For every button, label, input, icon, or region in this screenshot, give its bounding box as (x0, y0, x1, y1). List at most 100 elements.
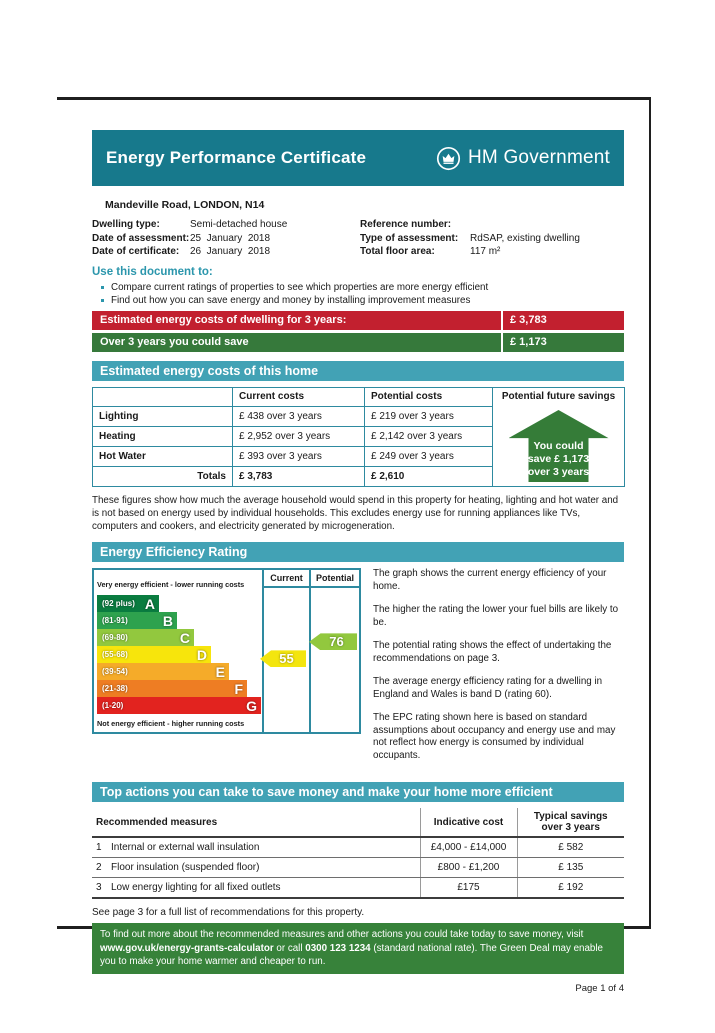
totals-potential: £ 2,610 (364, 465, 493, 488)
notice-text: or call (273, 942, 306, 954)
banner-value: £ 3,783 (510, 314, 547, 326)
table-row: 2 Floor insulation (suspended floor) £800… (92, 857, 624, 879)
column-header-current: Current (264, 570, 309, 589)
banner-label: Estimated energy costs of dwelling for 3… (92, 310, 503, 330)
green-deal-notice: To find out more about the recommended m… (92, 923, 624, 974)
detail-label: Date of assessment: (92, 232, 190, 244)
paragraph: The higher the rating the lower your fue… (373, 604, 619, 628)
row-label: Heating (92, 425, 233, 447)
column-header-measures: Recommended measures (92, 808, 420, 839)
recommended-measures-table: Recommended measures Indicative cost Typ… (92, 808, 624, 900)
notice-text: (standard national rate). The Green Deal… (100, 942, 603, 968)
band-range: (55-68) (102, 650, 128, 660)
measure-name: Floor insulation (suspended floor) (111, 862, 260, 874)
savings-cell: £ 192 (516, 877, 624, 900)
paragraph: The EPC rating shown here is based on st… (373, 712, 616, 761)
detail-value: 25 January 2018 (190, 232, 271, 244)
epc-band-d: (55-68) D (97, 646, 211, 664)
detail-label: Reference number: (360, 219, 452, 230)
property-details: Dwelling type: Semi-detached house Refer… (92, 218, 624, 259)
detail-value: RdSAP, existing dwelling (470, 232, 580, 244)
cell-potential: £ 249 over 3 years (364, 445, 493, 467)
column-header-potential: Potential (311, 570, 359, 589)
potential-rating-column: Potential (309, 570, 359, 733)
detail-value: 117 m² (470, 246, 501, 257)
bullet-icon (101, 285, 104, 289)
column-header-cost: Indicative cost (419, 808, 517, 839)
column-header-blank (92, 386, 233, 407)
rating-explanation: The graph shows the current energy effic… (361, 568, 624, 773)
band-range: (1-20) (102, 701, 124, 711)
scale-bottom-label: Not energy efficient - higher running co… (97, 719, 245, 729)
table-row: 3 Low energy lighting for all fixed outle… (92, 877, 624, 900)
band-letter: D (196, 646, 207, 663)
table-row: Lighting £ 438 over 3 years £ 219 over 3… (92, 405, 625, 487)
banner-label: Over 3 years you could save (92, 332, 503, 352)
row-label: Lighting (92, 405, 233, 427)
notice-text: To find out more about the recommended m… (100, 929, 584, 941)
cell-current: £ 393 over 3 years (232, 445, 365, 467)
totals-current: £ 3,783 (232, 465, 365, 488)
savings-cell: £ 135 (516, 857, 624, 879)
list-item: Compare current ratings of properties to… (101, 282, 624, 295)
measure-number: 2 (96, 862, 102, 874)
savings-cell: £ 582 (516, 837, 624, 859)
cost-cell: £4,000 - £14,000 (419, 837, 517, 859)
band-range: (69-80) (102, 633, 128, 643)
measure-cell: 1 Internal or external wall insulation (92, 837, 420, 859)
measure-name: Low energy lighting for all fixed outlet… (111, 882, 281, 894)
paragraph: The graph shows the current energy effic… (373, 568, 607, 592)
potential-savings-banner: Over 3 years you could save £ 1,173 (92, 332, 624, 352)
epc-band-c: (69-80) C (97, 629, 194, 647)
cell-current: £ 2,952 over 3 years (232, 425, 365, 447)
costs-disclaimer: These figures show how much the average … (92, 495, 619, 532)
table-header-row: Recommended measures Indicative cost Typ… (92, 808, 624, 839)
page-title: Energy Performance Certificate (106, 148, 367, 167)
energy-costs-table: Current costs Potential costs Potential … (92, 386, 625, 488)
totals-label: Totals (92, 465, 233, 488)
band-letter: F (234, 680, 243, 697)
potential-rating-value: 76 (329, 634, 344, 650)
column-header-potential: Potential costs (364, 386, 493, 407)
band-letter: C (179, 629, 190, 646)
detail-label: Dwelling type: (92, 219, 160, 230)
measure-name: Internal or external wall insulation (111, 842, 260, 854)
banner-value: £ 1,173 (510, 336, 547, 348)
savings-line: over 3 years (527, 466, 590, 478)
scale-top-label: Very energy efficient - lower running co… (97, 580, 245, 590)
detail-label: Date of certificate: (92, 246, 180, 257)
property-address: Mandeville Road, LONDON, N14 (105, 199, 265, 211)
paragraph: The potential rating shows the effect of… (373, 640, 612, 664)
measure-number: 3 (96, 882, 102, 894)
hm-government-logo: HM Government (436, 146, 610, 171)
detail-value (470, 218, 624, 232)
bullet-text: Find out how you can save energy and mon… (111, 295, 471, 306)
savings-line: save £ 1,173 (527, 453, 590, 465)
band-letter: E (215, 663, 225, 680)
section-heading-energy-costs: Estimated energy costs of this home (92, 360, 624, 381)
measure-cell: 3 Low energy lighting for all fixed outle… (92, 877, 420, 900)
bullet-text: Compare current ratings of properties to… (111, 281, 489, 293)
detail-value: 26 January 2018 (190, 246, 271, 257)
efficiency-rating-area: Very energy efficient - lower running co… (92, 568, 624, 773)
current-rating-value: 55 (279, 651, 294, 667)
page-number: Page 1 of 4 (575, 982, 624, 994)
notice-url: www.gov.uk/energy-grants-calculator (100, 942, 274, 954)
section-heading-efficiency-rating: Energy Efficiency Rating (92, 542, 624, 563)
crown-icon (436, 146, 461, 171)
potential-rating-arrow: 76 (309, 633, 357, 651)
epc-band-f: (21-38) F (97, 680, 247, 698)
band-letter: G (246, 697, 257, 714)
epc-band-g: (1-20) G (97, 697, 261, 715)
estimated-costs-banner: Estimated energy costs of dwelling for 3… (92, 310, 624, 330)
cell-potential: £ 219 over 3 years (364, 405, 493, 427)
measure-cell: 2 Floor insulation (suspended floor) (92, 857, 420, 879)
band-letter: B (162, 612, 173, 629)
epc-band-b: (81-91) B (97, 612, 177, 630)
detail-label: Total floor area: (360, 246, 435, 257)
cost-cell: £175 (419, 877, 517, 900)
notice-phone: 0300 123 1234 (305, 942, 371, 954)
table-row: Heating £ 2,952 over 3 years £ 2,142 ove… (92, 425, 625, 447)
certificate-header: Energy Performance Certificate HM Govern… (92, 130, 624, 186)
savings-line: You could (533, 440, 584, 452)
